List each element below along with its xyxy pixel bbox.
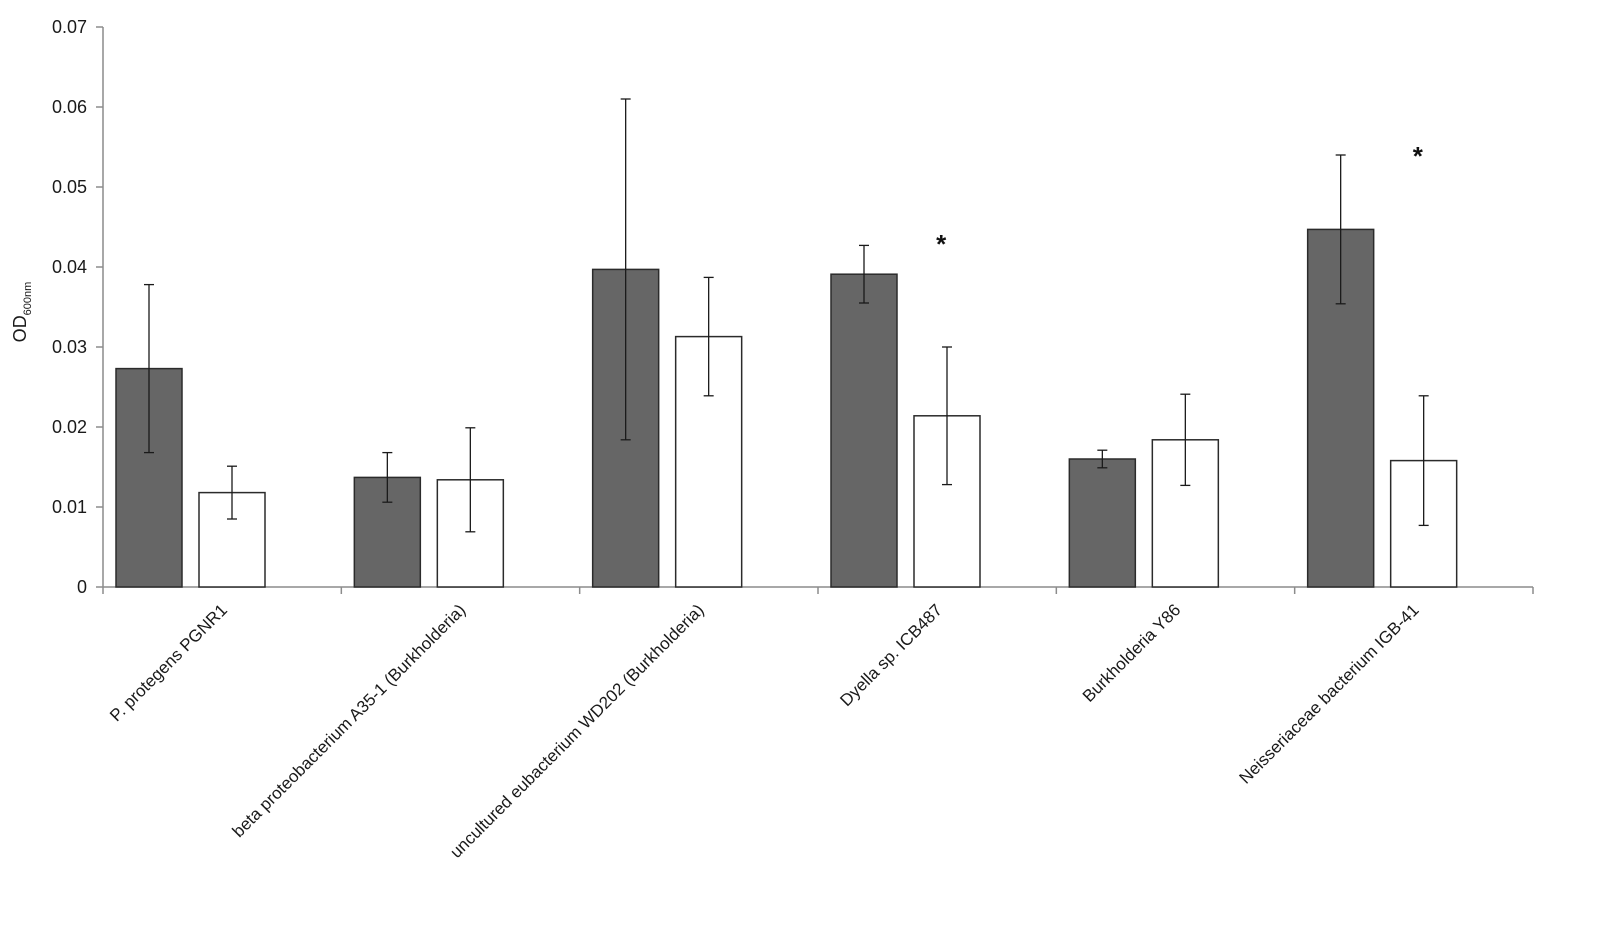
- y-tick-label: 0.03: [52, 337, 87, 357]
- y-tick-label: 0: [77, 577, 87, 597]
- y-tick-label: 0.02: [52, 417, 87, 437]
- category-label: Dyella sp. ICB487: [836, 600, 946, 710]
- category-label: beta proteobacterium A35-1 (Burkholderia…: [229, 600, 470, 841]
- bars: [115, 228, 1458, 588]
- bar-dark: [1068, 458, 1137, 588]
- error-bars: [144, 98, 1429, 533]
- annotations: **: [936, 141, 1424, 259]
- y-tick-label: 0.07: [52, 17, 87, 37]
- y-axis-label: OD600nm: [10, 282, 34, 343]
- y-tick-label: 0.04: [52, 257, 87, 277]
- y-axis-label-main: OD: [10, 315, 30, 342]
- y-axis-label-subscript: 600nm: [22, 282, 34, 316]
- y-axis: 0 0.01 0.02 0.03 0.04 0.05 0.06 0.07: [52, 17, 104, 597]
- y-tick-label: 0.06: [52, 97, 87, 117]
- y-tick-label: 0.05: [52, 177, 87, 197]
- y-tick-label: 0.01: [52, 497, 87, 517]
- bar-dark: [830, 273, 898, 588]
- significance-asterisk: *: [1413, 141, 1424, 171]
- category-label: uncultured eubacterium WD202 (Burkholder…: [446, 600, 707, 861]
- category-label: Neisseriaceae bacterium IGB-41: [1236, 600, 1423, 787]
- significance-asterisk: *: [936, 229, 947, 259]
- category-label: P. protegens PGNR1: [106, 600, 231, 725]
- category-label: Burkholderia Y86: [1079, 600, 1184, 705]
